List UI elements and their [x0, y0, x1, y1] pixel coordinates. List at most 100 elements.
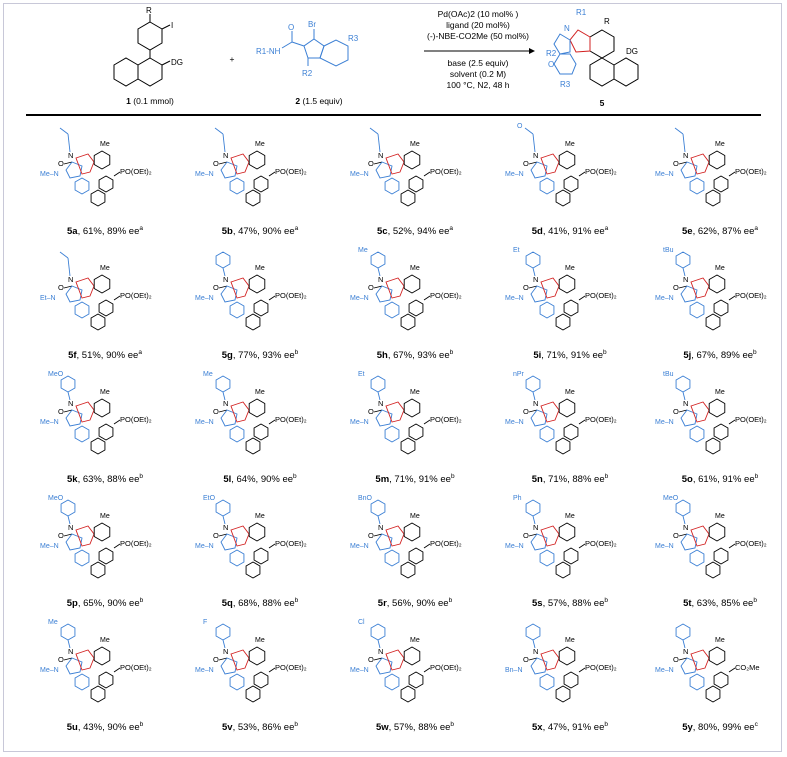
indole-benzo-ring: [539, 177, 555, 195]
naphthalene-ring-b: [705, 437, 721, 455]
structure-5m: Et NO Me–N Me PO(OEt)₂: [350, 371, 462, 455]
directing-group: PO(OEt)₂: [430, 415, 462, 424]
structure-5p: MeO NO Me–N Me PO(OEt)₂: [40, 495, 152, 579]
n-aryl-bond: [67, 515, 71, 525]
structure-5n: nPr NO Me–N Me PO(OEt)₂: [505, 371, 617, 455]
indole-five-ring: [220, 285, 238, 303]
n-alkyl-bond: [222, 133, 226, 153]
compound-id: 5q: [221, 598, 233, 609]
axial-ring: [385, 277, 405, 299]
amide-n: N: [378, 275, 383, 284]
n-aryl-ring: [215, 251, 231, 269]
substituent-label: Et: [358, 371, 365, 378]
footnote-mark: a: [139, 224, 143, 232]
indole-n-substituent: Me–N: [40, 419, 59, 426]
figure-frame: [3, 3, 782, 752]
axial-ring: [75, 153, 95, 175]
footnote-mark: a: [138, 348, 142, 356]
compound-id: 5y: [682, 722, 693, 733]
compound-id: 5j: [683, 350, 692, 361]
dg-bond: [423, 171, 431, 177]
compound-5t: MeO N O Me–N Me PO(OEt)₂ 5t, 63%, 85% eeb: [645, 490, 787, 614]
footnote-mark: b: [294, 596, 299, 604]
axial-ring: [690, 277, 710, 299]
footnote-mark: b: [139, 596, 144, 604]
indole-five-ring: [530, 409, 548, 427]
naphthalene-ring-b: [90, 437, 106, 455]
indole-benzo-ring: [229, 301, 245, 319]
caption-5n: 5n, 71%, 88% eeb: [495, 473, 645, 485]
indole-five-ring: [680, 409, 698, 427]
methyl-label: Me: [100, 389, 110, 396]
n-alkyl-chain: [59, 127, 69, 135]
axial-ring: [690, 401, 710, 423]
indole-n-substituent: Me–N: [655, 419, 674, 426]
dg-bond: [113, 667, 121, 673]
indole-n-substituent: Me–N: [505, 419, 524, 426]
carbonyl-bond: [528, 533, 538, 537]
compound-id: 5n: [531, 474, 543, 485]
scheme-structures: R I DG Br R3 O R1-NH R2: [113, 6, 639, 89]
caption-5f: 5f, 51%, 90% eea: [30, 348, 180, 361]
condition-catalyst: Pd(OAc)2 (10 mol% ): [437, 9, 519, 19]
directing-group: PO(OEt)₂: [735, 291, 767, 300]
compound-5j: tBu N O Me–N Me PO(OEt)₂ 5j, 67%, 89% eeb: [645, 242, 787, 366]
product-5-structure: [553, 29, 639, 87]
naphthalene-ring-a: [253, 423, 269, 441]
axial-ring: [385, 153, 405, 175]
substituent-label: tBu: [663, 371, 674, 378]
methyl-label: Me: [255, 637, 265, 644]
naphthalene-ring-a: [98, 423, 114, 441]
footnote-mark: b: [753, 596, 757, 604]
carbonyl-bond: [678, 533, 688, 537]
amide-n: N: [223, 399, 228, 408]
indole-benzo-ring: [384, 177, 400, 195]
condition-solvent: solvent (0.2 M): [449, 69, 507, 79]
yield-ee: , 68%, 88% ee: [232, 598, 295, 609]
methyl-label: Me: [100, 265, 110, 272]
indole-n-substituent: Me–N: [350, 419, 369, 426]
n-aryl-bond: [377, 391, 381, 401]
substituent-label: MeO: [663, 495, 679, 502]
footnote-mark: a: [449, 224, 453, 232]
axial-ring: [230, 649, 250, 671]
n-aryl-ring: [215, 375, 231, 393]
naphthalene-ring-a: [253, 299, 269, 317]
amide-n: N: [533, 523, 538, 532]
directing-group: PO(OEt)₂: [430, 663, 462, 672]
carbonyl-o: O: [368, 655, 374, 664]
structure-5s: Ph NO Me–N Me PO(OEt)₂: [505, 495, 617, 579]
amide-n: N: [533, 151, 538, 160]
directing-group: PO(OEt)₂: [120, 291, 152, 300]
naphthalene-ring-b: [400, 561, 416, 579]
n-aryl-ring: [215, 499, 231, 517]
n-aryl-ring: [675, 499, 691, 517]
indole-five-ring: [65, 533, 83, 551]
naphthalene-ring-a: [563, 299, 579, 317]
carbonyl-bond: [373, 657, 383, 661]
carbonyl-o: O: [213, 655, 219, 664]
indole-benzo-ring: [229, 673, 245, 691]
methyl-label: Me: [715, 637, 725, 644]
yield-ee: , 71%, 88% ee: [542, 474, 605, 485]
caption-5m: 5m, 71%, 91% eeb: [340, 473, 490, 485]
compound-id: 5c: [377, 226, 388, 237]
amide-n: N: [223, 151, 228, 160]
axial-ring: [75, 277, 95, 299]
carbonyl-o: O: [673, 407, 679, 416]
product-R1: R1: [576, 8, 587, 17]
aryl-ring: [403, 150, 421, 170]
indole-benzo-ring: [74, 301, 90, 319]
footnote-mark: b: [449, 348, 454, 356]
caption-5u: 5u, 43%, 90% eeb: [30, 721, 180, 733]
indole-n-substituent: Me–N: [350, 543, 369, 550]
methyl-label: Me: [715, 389, 725, 396]
carbonyl-o: O: [368, 407, 374, 416]
carbonyl-o: O: [58, 655, 64, 664]
carbonyl-bond: [373, 409, 383, 413]
aryl-ring: [403, 398, 421, 418]
methyl-label: Me: [410, 389, 420, 396]
directing-group: PO(OEt)₂: [585, 167, 617, 176]
caption-5g: 5g, 77%, 93% eeb: [185, 349, 335, 361]
